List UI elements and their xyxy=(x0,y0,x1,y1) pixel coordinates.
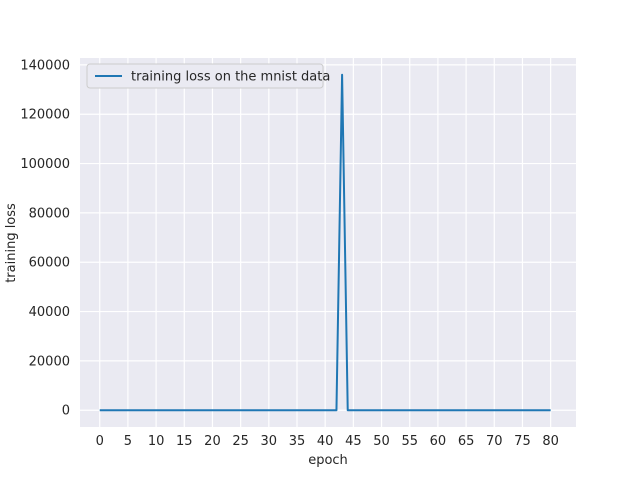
plot-area xyxy=(80,58,576,427)
y-tick-label: 80000 xyxy=(29,206,70,221)
y-tick-label: 20000 xyxy=(29,354,70,369)
x-tick-label: 70 xyxy=(486,434,503,449)
x-tick-label: 50 xyxy=(373,434,390,449)
x-tick-label: 30 xyxy=(261,434,278,449)
x-tick-label: 55 xyxy=(401,434,418,449)
x-tick-label: 35 xyxy=(289,434,306,449)
x-tick-label: 75 xyxy=(514,434,531,449)
y-tick-label: 100000 xyxy=(20,157,70,172)
series-layer xyxy=(99,73,551,412)
x-tick-label: 40 xyxy=(317,434,334,449)
y-tick-label: 60000 xyxy=(29,256,70,271)
x-tick-label: 15 xyxy=(176,434,193,449)
legend-box xyxy=(86,63,324,89)
legend-label: training loss on the mnist data xyxy=(131,70,330,85)
y-tick-label: 120000 xyxy=(20,108,70,123)
x-tick-label: 10 xyxy=(148,434,165,449)
x-tick-label: 60 xyxy=(430,434,447,449)
x-tick-label: 25 xyxy=(232,434,249,449)
x-tick-labels: 0 5 10 15 20 25 30 35 40 45 50 55 60 65 70 75 80 xyxy=(96,434,559,449)
y-tick-label: 40000 xyxy=(29,305,70,320)
series-line xyxy=(99,73,551,412)
x-tick-label: 65 xyxy=(458,434,475,449)
x-tick-label: 45 xyxy=(345,434,362,449)
x-tick-label: 80 xyxy=(542,434,559,449)
x-axis-label: epoch xyxy=(308,453,348,468)
y-tick-label: 140000 xyxy=(20,58,70,73)
legend: training loss on the mnist data xyxy=(86,63,330,89)
x-tick-label: 20 xyxy=(204,434,221,449)
y-axis-label: training loss xyxy=(4,203,19,283)
y-tick-label: 0 xyxy=(62,404,70,419)
x-tick-label: 5 xyxy=(124,434,132,449)
y-tick-labels: 0 20000 40000 60000 80000 100000 120000 140000 xyxy=(20,58,70,418)
x-tick-label: 0 xyxy=(96,434,104,449)
